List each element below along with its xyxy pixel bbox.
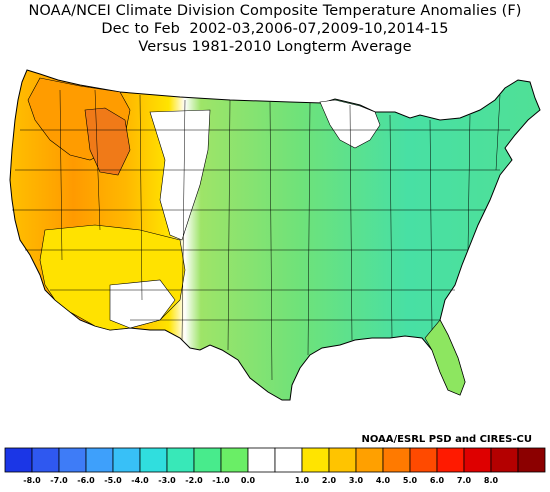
legend-swatch xyxy=(301,447,330,473)
legend-tick-label: 8.0 xyxy=(483,476,499,485)
legend-tick-label: -1.0 xyxy=(212,476,230,485)
legend-swatch xyxy=(112,447,141,473)
legend-tick-label: -3.0 xyxy=(158,476,176,485)
legend-swatch xyxy=(31,447,60,473)
legend-tick-label: -8.0 xyxy=(23,476,41,485)
legend-swatch xyxy=(247,447,276,473)
legend-tick-label: 3.0 xyxy=(348,476,364,485)
legend-tick-label: -6.0 xyxy=(77,476,95,485)
legend-swatch xyxy=(166,447,195,473)
legend-tick-label: 1.0 xyxy=(294,476,310,485)
legend-tick-label: 0.0 xyxy=(240,476,256,485)
legend-tick-label: -7.0 xyxy=(50,476,68,485)
legend-tick-label: -5.0 xyxy=(104,476,122,485)
color-legend xyxy=(4,447,546,473)
legend-tick-label: -4.0 xyxy=(131,476,149,485)
title-line-1: NOAA/NCEI Climate Division Composite Tem… xyxy=(28,3,522,19)
anomaly-map xyxy=(9,69,541,401)
legend-swatch xyxy=(382,447,411,473)
legend-swatch xyxy=(274,447,303,473)
legend-tick-label: 7.0 xyxy=(456,476,472,485)
legend-swatch xyxy=(220,447,249,473)
legend-swatch xyxy=(4,447,33,473)
credit-label: NOAA/ESRL PSD and CIRES-CU xyxy=(361,434,532,445)
legend-swatch xyxy=(463,447,492,473)
legend-swatch xyxy=(490,447,519,473)
title-block: NOAA/NCEI Climate Division Composite Tem… xyxy=(0,2,550,56)
legend-swatch xyxy=(409,447,438,473)
legend-tick-label: -2.0 xyxy=(185,476,203,485)
legend-tick-label: 6.0 xyxy=(429,476,445,485)
legend-swatch xyxy=(328,447,357,473)
climate-division-lines xyxy=(12,89,510,381)
legend-swatch xyxy=(436,447,465,473)
legend-tick-label: 5.0 xyxy=(402,476,418,485)
legend-swatch xyxy=(139,447,168,473)
region-florida xyxy=(424,319,466,396)
legend-swatch xyxy=(517,447,546,473)
legend-tick-label: 4.0 xyxy=(375,476,391,485)
title-line-2: Dec to Feb 2002-03,2006-07,2009-10,2014-… xyxy=(101,21,449,37)
legend-swatch xyxy=(193,447,222,473)
legend-swatch xyxy=(85,447,114,473)
legend-tick-label: 2.0 xyxy=(321,476,337,485)
title-line-3: Versus 1981-2010 Longterm Average xyxy=(138,39,412,55)
legend-swatch xyxy=(355,447,384,473)
legend-swatch xyxy=(58,447,87,473)
